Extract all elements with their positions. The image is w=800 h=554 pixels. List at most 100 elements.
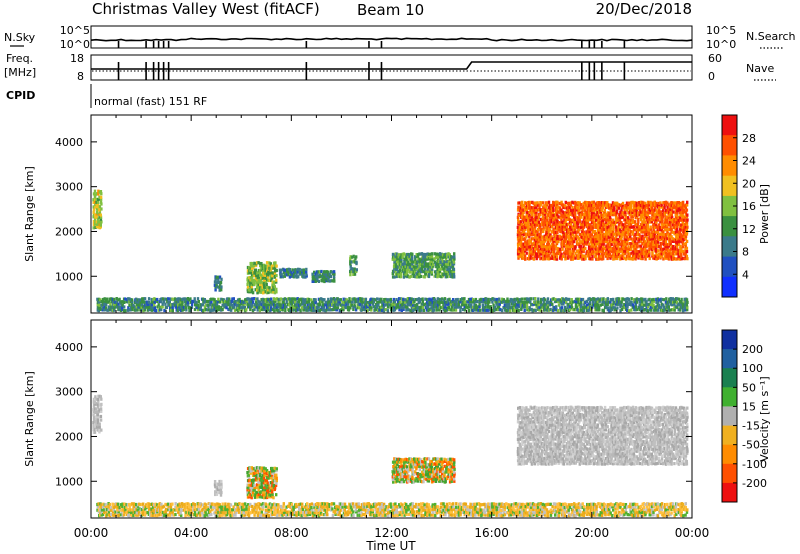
range-cell (564, 228, 567, 232)
range-cell (227, 302, 230, 307)
range-cell (167, 303, 170, 307)
range-cell (238, 300, 241, 304)
range-cell (544, 208, 548, 213)
range-cell (550, 220, 553, 224)
range-cell (516, 215, 520, 219)
range-cell (474, 297, 478, 302)
range-cell (178, 307, 181, 312)
range-cell (253, 278, 256, 282)
range-cell (456, 297, 459, 302)
range-cell (360, 302, 364, 306)
range-cell (344, 306, 348, 310)
range-cell (518, 303, 522, 307)
range-cell (497, 300, 500, 304)
range-cell (536, 227, 540, 232)
range-cell (528, 245, 531, 249)
range-cell (545, 203, 548, 207)
range-cell (631, 303, 635, 307)
range-cell (210, 297, 213, 301)
range-cell (351, 255, 354, 259)
range-cell (422, 308, 426, 312)
range-cell (372, 305, 376, 309)
range-cell (449, 300, 452, 304)
range-cell (335, 302, 338, 306)
range-cell (521, 213, 524, 217)
range-cell (298, 272, 301, 276)
range-cell (258, 280, 261, 284)
range-cell (348, 297, 351, 301)
range-cell (624, 297, 627, 301)
range-cell (457, 300, 461, 304)
range-cell (261, 285, 264, 289)
range-cell (199, 305, 202, 309)
range-cell (585, 238, 588, 242)
range-cell (585, 308, 589, 312)
range-cell (165, 305, 168, 309)
range-cell (648, 302, 651, 306)
range-cell (523, 249, 527, 253)
range-cell (209, 309, 212, 313)
range-cell (547, 303, 550, 307)
range-cell (392, 297, 395, 302)
range-cell (560, 302, 563, 306)
range-cell (549, 206, 552, 210)
range-cell (519, 206, 523, 210)
range-cell (273, 271, 277, 275)
range-cell (549, 222, 552, 226)
range-cell (111, 301, 115, 305)
range-cell (570, 306, 574, 310)
range-cell (553, 201, 556, 205)
range-cell (250, 285, 253, 289)
range-cell (578, 237, 581, 241)
range-cell (532, 227, 535, 231)
range-cell (402, 297, 405, 301)
range-cell (305, 267, 308, 271)
range-cell (528, 220, 531, 224)
range-cell (156, 299, 159, 303)
range-cell (564, 222, 567, 226)
range-cell (266, 299, 269, 304)
range-cell (124, 309, 127, 313)
range-cell (381, 300, 384, 304)
range-cell (336, 303, 339, 307)
range-cell (97, 212, 100, 216)
range-cell (537, 220, 541, 224)
range-cell (471, 300, 475, 304)
range-cell (546, 243, 549, 247)
range-cell (577, 256, 580, 260)
range-cell (350, 269, 353, 274)
range-cell (505, 305, 508, 309)
range-cell (528, 297, 532, 301)
range-cell (431, 297, 434, 301)
range-cell (516, 237, 520, 241)
range-cell (576, 305, 579, 309)
range-cell (550, 256, 553, 260)
range-cell (582, 208, 585, 212)
range-cell (257, 261, 260, 265)
range-cell (249, 276, 252, 280)
range-cell (264, 271, 267, 275)
range-cell (366, 308, 369, 312)
range-cell (355, 268, 358, 272)
range-cell (196, 297, 200, 301)
range-cell (571, 255, 574, 259)
range-cell (591, 254, 594, 258)
range-cell (481, 303, 484, 307)
range-cell (147, 305, 150, 309)
range-cell (260, 305, 263, 309)
range-cell (241, 299, 244, 303)
range-cell (353, 303, 356, 307)
range-cell (575, 240, 579, 244)
range-cell (594, 305, 597, 309)
range-cell (516, 297, 519, 301)
range-cell (530, 223, 534, 227)
range-cell (553, 216, 556, 220)
range-cell (320, 297, 323, 301)
range-cell (218, 288, 221, 292)
range-cell (407, 300, 410, 304)
range-cell (484, 305, 487, 309)
range-cell (555, 218, 559, 222)
range-cell (98, 195, 101, 199)
range-cell (585, 232, 588, 236)
